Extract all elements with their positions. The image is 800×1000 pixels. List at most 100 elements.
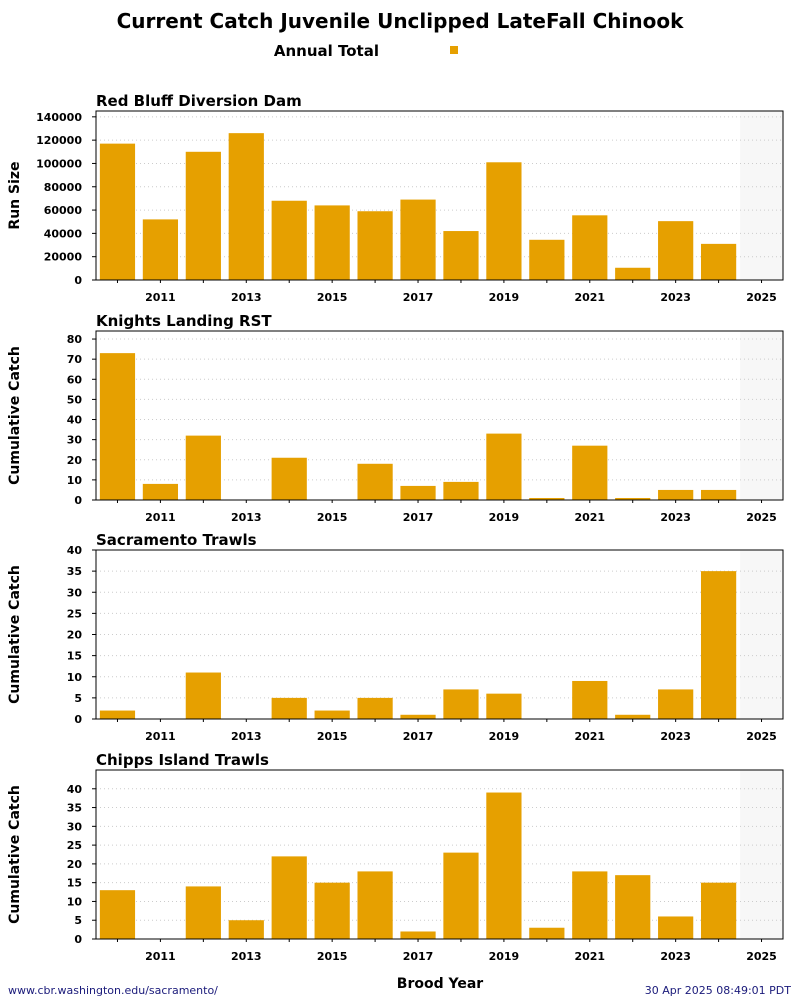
footer-timestamp: 30 Apr 2025 08:49:01 PDT (644, 984, 791, 997)
plot-frame (95, 330, 784, 501)
x-tick-label: 2013 (231, 730, 262, 743)
bar-2021 (572, 680, 608, 719)
x-tick-label: 2025 (746, 511, 777, 524)
x-tick-label: 2015 (317, 511, 348, 524)
bar-2014 (271, 856, 307, 939)
x-tick-label: 2015 (317, 291, 348, 304)
y-tick-label: 140000 (36, 111, 82, 124)
y-axis-title: Cumulative Catch (7, 565, 23, 704)
current-year-shade (740, 331, 783, 500)
bar-2021 (572, 445, 608, 500)
bar-2024 (700, 489, 737, 500)
bar-2012 (185, 435, 221, 500)
x-tick-label: 2023 (660, 730, 691, 743)
bar-2010 (99, 143, 136, 280)
x-tick-label: 2013 (231, 950, 262, 963)
y-tick-label: 50 (67, 393, 83, 406)
bar-2017 (400, 199, 436, 280)
x-tick-label: 2025 (746, 730, 777, 743)
plot-frame (95, 110, 784, 281)
x-tick-label: 2025 (746, 950, 777, 963)
y-tick-label: 5 (74, 692, 82, 705)
chart-title: Current Catch Juvenile Unclipped LateFal… (117, 9, 685, 33)
bar-2023 (658, 689, 694, 719)
bar-2018 (443, 689, 479, 719)
bar-2022 (615, 267, 651, 280)
bar-2013 (228, 920, 264, 939)
bar-2015 (314, 710, 350, 719)
y-tick-label: 35 (67, 802, 82, 815)
x-tick-label: 2013 (231, 511, 262, 524)
x-tick-label: 2017 (403, 730, 434, 743)
bar-2012 (185, 672, 221, 719)
x-tick-label: 2015 (317, 730, 348, 743)
y-axis-title: Cumulative Catch (7, 346, 23, 485)
bar-2013 (228, 133, 264, 280)
panel-title: Sacramento Trawls (96, 531, 257, 549)
bar-2011 (142, 483, 179, 500)
bar-2017 (400, 931, 436, 939)
bar-2021 (572, 871, 608, 939)
bar-2020 (529, 239, 565, 280)
bar-2014 (271, 200, 307, 280)
x-tick-label: 2011 (145, 511, 176, 524)
y-tick-label: 0 (74, 933, 82, 946)
y-tick-label: 20000 (44, 251, 83, 264)
panel-2: 0 10 20 30 40 50 60 70 80 2011 2013 2015 2017 2019 202… (7, 312, 784, 524)
bar-2016 (357, 463, 393, 500)
x-tick-label: 2019 (489, 511, 520, 524)
x-tick-label: 2021 (574, 511, 605, 524)
x-tick-label: 2013 (231, 291, 262, 304)
y-tick-label: 10 (67, 895, 83, 908)
panel-title: Red Bluff Diversion Dam (96, 92, 302, 110)
x-tick-label: 2017 (403, 950, 434, 963)
y-tick-label: 120000 (36, 134, 82, 147)
x-axis-title: Brood Year (397, 976, 484, 992)
bar-2010 (99, 890, 136, 939)
bar-2010 (99, 710, 136, 719)
y-tick-label: 30 (67, 820, 83, 833)
x-tick-label: 2019 (489, 291, 520, 304)
bar-2023 (658, 489, 694, 500)
panels: 0200004000060000800001000001200001400002… (7, 92, 784, 963)
y-tick-label: 70 (67, 353, 83, 366)
y-tick-label: 10 (67, 474, 83, 487)
y-tick-label: 20 (67, 629, 83, 642)
y-tick-label: 40 (67, 414, 83, 427)
y-tick-label: 25 (67, 607, 82, 620)
current-year-shade (740, 111, 783, 280)
y-tick-label: 15 (67, 650, 82, 663)
legend-label: Annual Total (274, 42, 379, 60)
y-axis-title: Cumulative Catch (7, 785, 23, 924)
y-tick-label: 0 (74, 713, 82, 726)
y-tick-label: 5 (74, 914, 82, 927)
x-tick-label: 2025 (746, 291, 777, 304)
bar-2022 (615, 497, 651, 500)
x-tick-label: 2017 (403, 511, 434, 524)
y-tick-label: 20 (67, 454, 83, 467)
x-tick-label: 2021 (574, 291, 605, 304)
y-tick-label: 25 (67, 839, 82, 852)
y-tick-label: 0 (74, 494, 82, 507)
bar-2016 (357, 211, 393, 280)
x-tick-label: 2011 (145, 730, 176, 743)
plot-frame (95, 769, 784, 940)
x-tick-label: 2015 (317, 950, 348, 963)
x-tick-label: 2021 (574, 730, 605, 743)
legend-swatch (450, 46, 458, 54)
bar-2024 (700, 882, 737, 939)
y-tick-label: 30 (67, 434, 83, 447)
y-tick-label: 40 (67, 544, 83, 557)
x-tick-label: 2023 (660, 950, 691, 963)
bar-2011 (142, 219, 179, 280)
y-tick-label: 80000 (44, 181, 83, 194)
bar-2014 (271, 697, 307, 719)
footer-url[interactable]: www.cbr.washington.edu/sacramento/ (8, 984, 218, 997)
bar-2021 (572, 215, 608, 280)
x-tick-label: 2021 (574, 950, 605, 963)
y-tick-label: 40 (67, 783, 83, 796)
y-axis-title: Run Size (7, 161, 23, 229)
